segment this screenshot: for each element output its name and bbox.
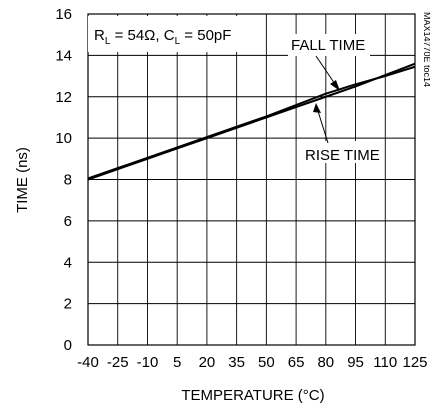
fall-time-label-background	[288, 34, 370, 56]
rise-time-arrowhead	[313, 103, 321, 113]
x-tick-label: -25	[107, 354, 129, 371]
conditions-box-background	[88, 16, 258, 52]
fall-time-label: FALL TIME	[291, 37, 365, 54]
x-tick-label: 80	[317, 354, 334, 371]
x-tick-label: 50	[258, 354, 275, 371]
x-tick-label: -40	[77, 354, 99, 371]
y-tick-label: 12	[55, 89, 72, 106]
x-tick-label: 20	[199, 354, 216, 371]
conditions-label: RL = 54Ω, CL = 50pF	[94, 27, 231, 47]
y-tick-label: 2	[64, 296, 72, 313]
series-group	[87, 62, 416, 181]
y-tick-label: 10	[55, 130, 72, 147]
plot-frame	[87, 13, 416, 346]
y-tick-label: 14	[55, 47, 72, 64]
y-axis-title: TIME (ns)	[14, 147, 31, 213]
conditions-box: RL = 54Ω, CL = 50pF	[88, 16, 258, 52]
rise-time-line	[87, 62, 416, 181]
x-tick-labels: -40 -25 -10 5 20 35 50 65 80 95 110 125	[77, 354, 427, 371]
figure-code: MAX14770E toc14	[422, 12, 430, 87]
x-tick-label: 125	[402, 354, 427, 371]
x-tick-label: 5	[173, 354, 181, 371]
x-tick-label: 65	[288, 354, 305, 371]
y-tick-labels: 0 2 4 6 8 10 12 14 16	[55, 6, 72, 354]
y-tick-label: 4	[64, 254, 72, 271]
y-tick-label: 16	[55, 6, 72, 23]
x-tick-label: 35	[228, 354, 245, 371]
rise-time-label: RISE TIME	[305, 147, 380, 164]
x-axis-title: TEMPERATURE (°C)	[181, 387, 324, 404]
x-tick-label: -10	[137, 354, 159, 371]
fall-time-annotation: FALL TIME	[288, 34, 370, 91]
rise-time-annotation: RISE TIME	[302, 103, 382, 164]
y-tick-label: 6	[64, 213, 72, 230]
y-tick-label: 8	[64, 172, 72, 189]
y-tick-label: 0	[64, 337, 72, 354]
rise-time-label-background	[302, 141, 382, 163]
grid-lines	[87, 13, 416, 346]
x-tick-label: 95	[347, 354, 364, 371]
rise-time-leader	[316, 107, 329, 144]
fall-time-arrowhead	[330, 80, 340, 91]
x-tick-label: 110	[373, 354, 397, 371]
